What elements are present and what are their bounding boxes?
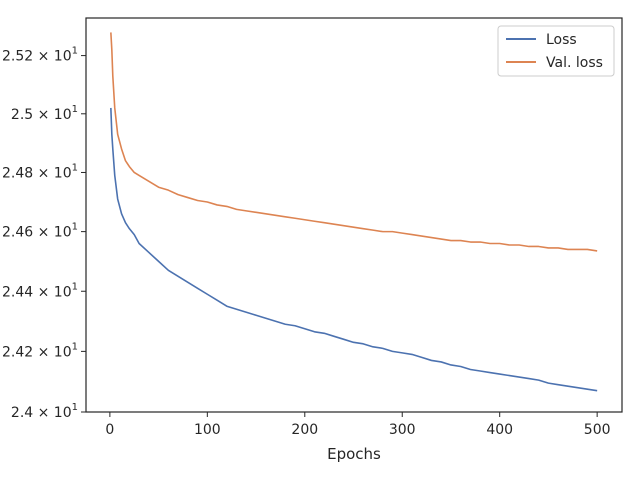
legend-label: Loss [546, 32, 577, 48]
plot-frame [85, 17, 623, 413]
x-tick-label: 500 [584, 422, 611, 438]
x-axis-label: Epochs [327, 445, 381, 463]
x-tick-label: 300 [389, 422, 416, 438]
series-line-loss [110, 107, 598, 392]
y-axis: 2.4 × 101 2.42 × 101 2.44 × 101 2.46 × 101 2… [2, 46, 86, 421]
y-tick-label: 2.4 × 101 [11, 402, 78, 421]
y-tick-label: 2.46 × 101 [2, 222, 78, 241]
legend: Loss Val. loss [497, 25, 615, 77]
x-tick-label: 0 [105, 422, 114, 438]
y-tick-label: 2.5 × 101 [11, 104, 78, 123]
y-tick-label: 2.52 × 101 [2, 46, 78, 65]
x-tick-label: 400 [486, 422, 513, 438]
series-line-val-loss [110, 32, 598, 252]
legend-label: Val. loss [546, 55, 603, 71]
y-tick-label: 2.44 × 101 [2, 281, 78, 300]
x-tick-label: 100 [194, 422, 221, 438]
x-tick-label: 200 [291, 422, 318, 438]
x-axis: 0 100 200 300 400 500 [105, 412, 611, 438]
y-tick-label: 2.48 × 101 [2, 162, 78, 181]
plot-lines [110, 32, 598, 392]
y-tick-label: 2.42 × 101 [2, 341, 78, 360]
